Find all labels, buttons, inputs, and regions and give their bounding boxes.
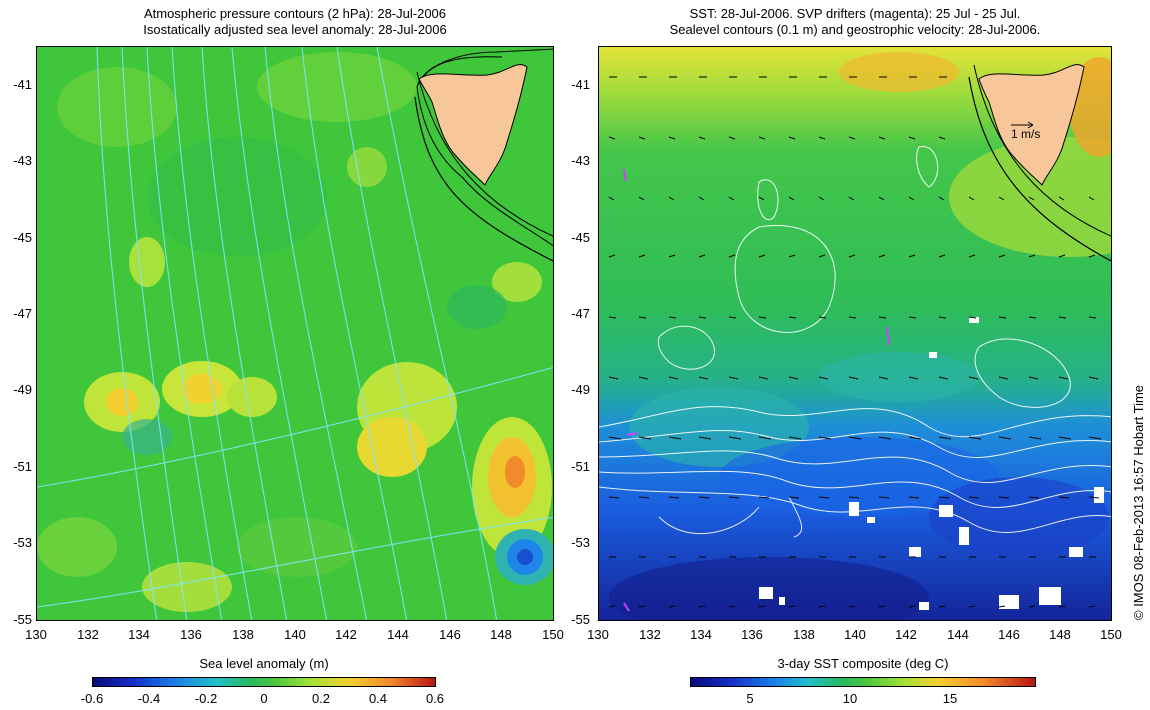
cloud-mask-patches xyxy=(759,317,1104,610)
velocity-scale-arrow: 1 m/s xyxy=(1011,121,1040,141)
sea-level-contours xyxy=(599,146,1111,538)
colorbar-tick-label: 10 xyxy=(842,691,858,706)
colorbar-tick-label: 0 xyxy=(260,691,268,706)
lon-tick-label: 132 xyxy=(639,627,661,642)
left-title-line2: Isostatically adjusted sea level anomaly… xyxy=(143,22,447,37)
lon-tick-label: 138 xyxy=(232,627,254,642)
lon-tick-label: 140 xyxy=(284,627,306,642)
lat-tick-label: -53 xyxy=(571,535,590,550)
lon-tick-label: 142 xyxy=(895,627,917,642)
lon-tick-label: 146 xyxy=(998,627,1020,642)
lon-tick-label: 140 xyxy=(844,627,866,642)
lon-tick-label: 130 xyxy=(25,627,47,642)
colorbar-tick-label: -0.4 xyxy=(137,691,161,706)
lat-tick-label: -41 xyxy=(571,77,590,92)
velocity-scale-label: 1 m/s xyxy=(1011,127,1040,141)
sst-colorbar xyxy=(690,677,1036,687)
svp-drifter-tracks xyxy=(623,168,890,612)
lon-tick-label: 136 xyxy=(180,627,202,642)
lon-tick-label: 144 xyxy=(947,627,969,642)
right-map-title: SST: 28-Jul-2006. SVP drifters (magenta)… xyxy=(598,6,1112,38)
geostrophic-velocity-arrows xyxy=(608,76,1102,608)
lat-tick-label: -41 xyxy=(13,77,32,92)
lat-tick-label: -55 xyxy=(571,612,590,627)
left-map-title: Atmospheric pressure contours (2 hPa): 2… xyxy=(36,6,554,38)
sst-field xyxy=(609,52,1111,620)
right-title-line1: SST: 28-Jul-2006. SVP drifters (magenta)… xyxy=(689,6,1021,21)
colorbar-tick-label: -0.2 xyxy=(194,691,218,706)
lat-tick-label: -47 xyxy=(571,306,590,321)
lon-tick-label: 148 xyxy=(1049,627,1071,642)
lat-tick-label: -51 xyxy=(13,459,32,474)
lon-tick-label: 148 xyxy=(490,627,512,642)
tasmania-landmass xyxy=(414,48,553,262)
lon-tick-label: 150 xyxy=(542,627,564,642)
lat-tick-label: -43 xyxy=(571,153,590,168)
lat-tick-label: -55 xyxy=(13,612,32,627)
sea-level-colorbar-label: Sea level anomaly (m) xyxy=(199,656,329,671)
lat-tick-label: -43 xyxy=(13,153,32,168)
lon-tick-label: 150 xyxy=(1100,627,1122,642)
sea-level-colorbar xyxy=(92,677,436,687)
colorbar-tick-label: 0.6 xyxy=(425,691,445,706)
colorbar-tick-label: 0.4 xyxy=(368,691,388,706)
pressure-contours xyxy=(37,47,553,620)
lon-tick-label: 142 xyxy=(335,627,357,642)
lon-tick-label: 136 xyxy=(741,627,763,642)
lon-tick-label: 146 xyxy=(439,627,461,642)
sst-colorbar-label: 3-day SST composite (deg C) xyxy=(777,656,949,671)
lat-tick-label: -49 xyxy=(13,382,32,397)
lon-tick-label: 134 xyxy=(128,627,150,642)
colorbar-tick-label: 0.2 xyxy=(311,691,331,706)
lat-tick-label: -45 xyxy=(13,230,32,245)
lon-tick-label: 134 xyxy=(690,627,712,642)
sst-map: 1 m/s xyxy=(598,46,1112,621)
lat-tick-label: -45 xyxy=(571,230,590,245)
colorbar-tick-label: -0.6 xyxy=(80,691,104,706)
anomaly-field xyxy=(37,52,553,612)
lon-tick-label: 144 xyxy=(387,627,409,642)
lat-tick-label: -51 xyxy=(571,459,590,474)
lat-tick-label: -47 xyxy=(13,306,32,321)
copyright-credit: © IMOS 08-Feb-2013 16:57 Hobart Time xyxy=(1131,384,1146,620)
lat-tick-label: -53 xyxy=(13,535,32,550)
left-title-line1: Atmospheric pressure contours (2 hPa): 2… xyxy=(143,6,447,21)
lon-tick-label: 132 xyxy=(77,627,99,642)
lon-tick-label: 138 xyxy=(793,627,815,642)
right-title-line2: Sealevel contours (0.1 m) and geostrophi… xyxy=(669,22,1041,37)
lon-tick-label: 130 xyxy=(587,627,609,642)
colorbar-tick-label: 15 xyxy=(942,691,958,706)
colorbar-tick-label: 5 xyxy=(746,691,754,706)
sea-level-anomaly-map xyxy=(36,46,554,621)
lat-tick-label: -49 xyxy=(571,382,590,397)
